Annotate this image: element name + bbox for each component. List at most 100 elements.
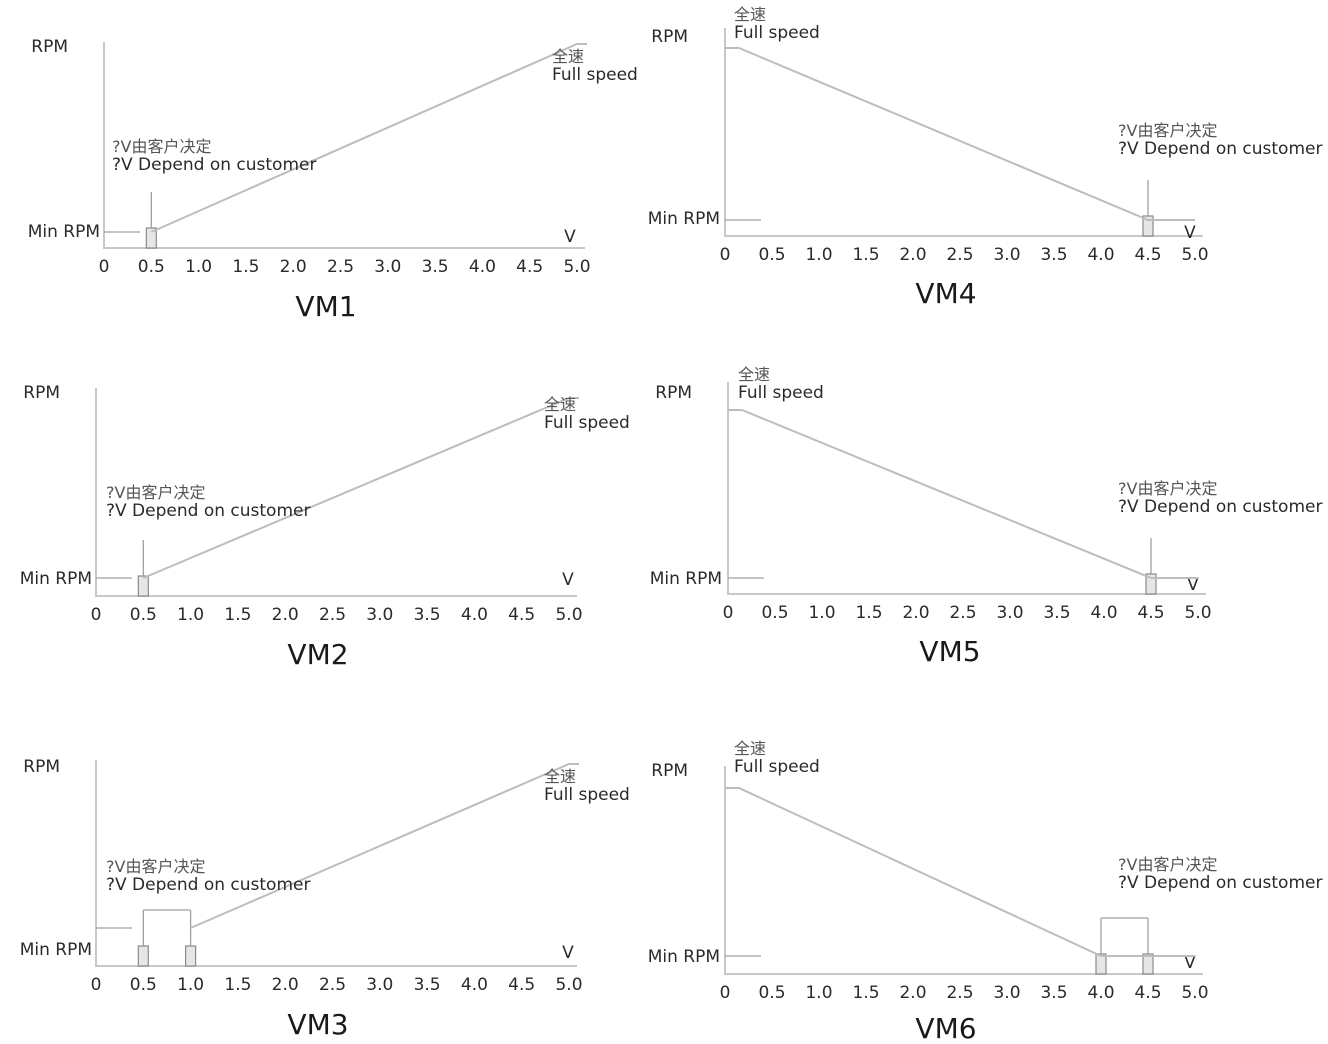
x-tick-label: 5.0 — [563, 257, 590, 277]
x-tick-label: 2.0 — [902, 603, 929, 623]
customer-label: ?V Depend on customer — [1118, 497, 1322, 517]
x-tick-label: 2.5 — [949, 603, 976, 623]
x-tick-label: 2.5 — [946, 245, 973, 265]
full-speed-label: Full speed — [544, 413, 630, 433]
x-tick-label: 3.5 — [414, 605, 441, 625]
full-speed-cn-label: 全速 — [552, 47, 584, 66]
x-axis-label: V — [564, 227, 576, 247]
x-tick-label: 1.0 — [805, 245, 832, 265]
rpm-curve — [725, 47, 1195, 221]
y-axis-label: RPM — [23, 383, 60, 403]
customer-label: ?V Depend on customer — [112, 155, 316, 175]
x-tick-label: 2.0 — [272, 975, 299, 995]
x-tick-label: 1.5 — [232, 257, 259, 277]
customer-label: ?V Depend on customer — [1118, 873, 1322, 893]
x-tick-label: 3.0 — [366, 605, 393, 625]
x-tick-label: 4.0 — [1087, 983, 1114, 1003]
chart-panel-vm4: RPM Min RPM V 0 0.5 1.0 1.5 2.0 2.5 3.0 3.5 4.0 4.5 5… — [648, 5, 1323, 310]
rpm-curve — [190, 763, 579, 929]
x-tick-label: 3.0 — [993, 245, 1020, 265]
x-tick-label: 4.0 — [1090, 603, 1117, 623]
customer-label: ?V Depend on customer — [1118, 139, 1322, 159]
x-tick-label: 5.0 — [1181, 983, 1208, 1003]
x-tick-label: 0 — [723, 603, 734, 623]
x-tick-label: 2.5 — [327, 257, 354, 277]
x-tick-label: 3.5 — [414, 975, 441, 995]
x-tick-label: 1.5 — [224, 975, 251, 995]
chart-panel-vm1: RPM Min RPM V 0 0.5 1.0 1.5 2.0 2.5 3.0 3.5 4.0 4.5 5… — [28, 37, 638, 323]
customer-label: ?V Depend on customer — [106, 501, 310, 521]
x-axis-label: V — [1184, 953, 1196, 973]
threshold-marker — [137, 575, 149, 597]
x-axis-label: V — [562, 943, 574, 963]
x-tick-label: 3.5 — [1040, 983, 1067, 1003]
x-tick-label: 1.0 — [805, 983, 832, 1003]
y-axis-label: RPM — [651, 27, 688, 47]
x-tick-label: 3.5 — [422, 257, 449, 277]
x-tick-label: 2.0 — [899, 983, 926, 1003]
x-tick-label: 4.5 — [508, 605, 535, 625]
x-tick-label: 0 — [91, 975, 102, 995]
customer-label: ?V Depend on customer — [106, 875, 310, 895]
customer-cn-label: ?V由客户决定 — [112, 137, 211, 156]
chart-panel-vm2: RPM Min RPM V 0 0.5 1.0 1.5 2.0 2.5 3.0 3.5 4.0 4.5 5… — [20, 383, 630, 671]
x-axis-label: V — [562, 570, 574, 590]
x-tick-label: 0.5 — [130, 975, 157, 995]
min-rpm-label: Min RPM — [650, 569, 722, 589]
customer-cn-label: ?V由客户决定 — [1118, 855, 1217, 874]
customer-cn-label: ?V由客户决定 — [1118, 121, 1217, 140]
x-tick-label: 0.5 — [130, 605, 157, 625]
x-tick-label: 1.5 — [852, 245, 879, 265]
x-tick-label: 1.0 — [177, 975, 204, 995]
x-tick-label: 0 — [720, 983, 731, 1003]
customer-cn-label: ?V由客户决定 — [1118, 479, 1217, 498]
x-tick-label: 3.5 — [1040, 245, 1067, 265]
chart-panel-vm6: RPM Min RPM V 0 0.5 1.0 1.5 2.0 2.5 3.0 3.5 4.0 4.5 5… — [648, 739, 1323, 1044]
x-tick-label: 1.0 — [177, 605, 204, 625]
x-tick-label: 3.0 — [374, 257, 401, 277]
min-rpm-label: Min RPM — [648, 209, 720, 229]
x-tick-label: 4.0 — [469, 257, 496, 277]
threshold-marker — [137, 945, 149, 967]
full-speed-label: Full speed — [738, 383, 824, 403]
threshold-marker — [185, 945, 197, 967]
customer-cn-label: ?V由客户决定 — [106, 483, 205, 502]
axes — [724, 766, 1203, 975]
axes — [103, 42, 585, 249]
y-axis-label: RPM — [651, 761, 688, 781]
x-tick-label: 4.5 — [516, 257, 543, 277]
x-tick-label: 3.0 — [993, 983, 1020, 1003]
chart-title: VM6 — [915, 1012, 976, 1044]
x-tick-label: 4.5 — [1134, 245, 1161, 265]
chart-title: VM2 — [287, 638, 348, 671]
y-axis-label: RPM — [655, 383, 692, 403]
chart-title: VM3 — [287, 1008, 348, 1041]
x-tick-label: 0.5 — [761, 603, 788, 623]
x-tick-label: 1.5 — [224, 605, 251, 625]
full-speed-label: Full speed — [552, 65, 638, 85]
x-tick-label: 3.0 — [996, 603, 1023, 623]
x-tick-label: 1.5 — [852, 983, 879, 1003]
axes — [95, 760, 577, 967]
x-tick-label: 0.5 — [138, 257, 165, 277]
x-tick-label: 1.0 — [185, 257, 212, 277]
x-tick-label: 3.0 — [366, 975, 393, 995]
x-tick-label: 0 — [91, 605, 102, 625]
x-axis-label: V — [1184, 223, 1196, 243]
x-tick-label: 4.5 — [1134, 983, 1161, 1003]
chart-panel-vm3: RPM Min RPM V 0 0.5 1.0 1.5 2.0 2.5 3.0 3.5 4.0 4.5 5… — [20, 757, 630, 1041]
full-speed-cn-label: 全速 — [544, 395, 576, 414]
x-tick-label: 4.5 — [508, 975, 535, 995]
chart-title: VM1 — [295, 290, 356, 323]
x-tick-label: 3.5 — [1043, 603, 1070, 623]
min-rpm-label: Min RPM — [648, 947, 720, 967]
x-axis-label: V — [1187, 575, 1199, 595]
chart-title: VM5 — [919, 635, 980, 668]
full-speed-cn-label: 全速 — [738, 365, 770, 384]
x-tick-label: 0 — [99, 257, 110, 277]
full-speed-label: Full speed — [734, 23, 820, 43]
x-tick-label: 2.0 — [899, 245, 926, 265]
x-tick-label: 5.0 — [1184, 603, 1211, 623]
x-tick-label: 0 — [720, 245, 731, 265]
